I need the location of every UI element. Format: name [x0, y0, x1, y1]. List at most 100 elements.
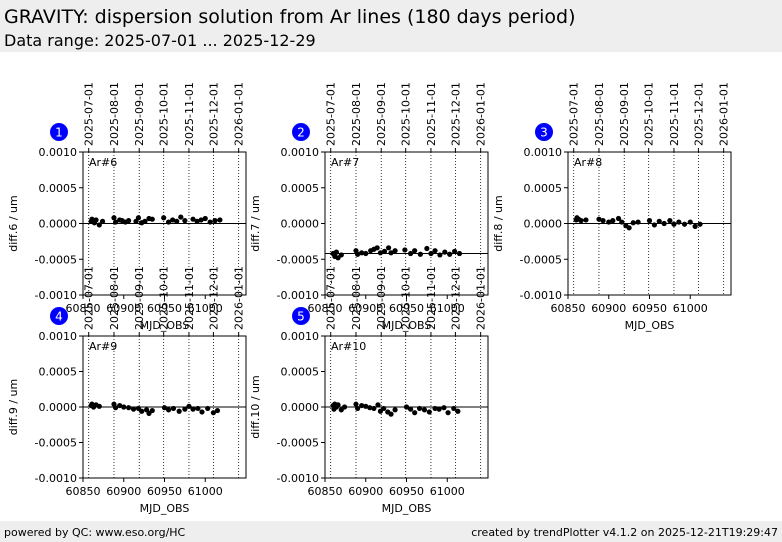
y-tick-label: -0.0010	[35, 472, 77, 485]
y-tick-label: -0.0005	[35, 437, 77, 450]
panel-number-badge	[535, 123, 553, 141]
data-range-subtitle: Data range: 2025-07-01 ... 2025-12-29	[4, 31, 316, 50]
data-point	[377, 250, 384, 256]
data-point	[149, 216, 155, 222]
x-axis-label: MJD_OBS	[382, 319, 432, 332]
y-tick-label: -0.0010	[277, 289, 319, 302]
data-point	[111, 215, 117, 221]
data-point	[174, 218, 180, 224]
data-point	[416, 405, 423, 412]
data-point	[195, 405, 201, 412]
data-point	[681, 221, 688, 227]
data-point	[161, 405, 168, 411]
x-tick-label: 60950	[147, 485, 182, 498]
date-tick-label: 2025-09-01	[375, 82, 388, 146]
data-point	[432, 405, 438, 412]
date-tick-label: 2025-10-01	[643, 82, 656, 146]
data-point	[667, 218, 673, 224]
data-point	[403, 404, 410, 410]
data-point	[615, 215, 622, 222]
y-axis-label: diff.10 / um	[249, 375, 262, 439]
data-point	[165, 407, 172, 413]
data-point	[214, 407, 221, 414]
data-point	[407, 250, 414, 257]
data-point	[121, 404, 127, 410]
date-tick-label: 2025-10-01	[400, 266, 413, 330]
data-point	[96, 222, 102, 228]
data-point	[182, 218, 188, 224]
data-point	[359, 402, 365, 409]
data-point	[456, 250, 463, 257]
y-tick-label: 0.0005	[281, 182, 320, 195]
data-point	[447, 251, 453, 257]
series-label: Ar#9	[89, 340, 117, 353]
data-point	[217, 217, 223, 223]
y-tick-label: -0.0010	[35, 289, 77, 302]
panel-number: 1	[55, 126, 63, 140]
panel-number-badge	[292, 307, 310, 325]
data-point	[651, 222, 657, 228]
data-point	[335, 402, 341, 408]
y-tick-label: -0.0005	[277, 437, 319, 450]
y-tick-label: 0.0000	[281, 218, 320, 231]
data-point	[341, 404, 348, 410]
date-tick-label: 2025-10-01	[400, 82, 413, 146]
x-tick-label: 61000	[430, 485, 465, 498]
y-tick-label: 0.0010	[524, 146, 563, 159]
data-point	[165, 219, 172, 225]
data-point	[363, 250, 369, 257]
x-tick-label: 60950	[389, 302, 424, 315]
y-tick-label: 0.0010	[39, 146, 78, 159]
x-tick-label: 61000	[188, 485, 223, 498]
data-point	[445, 410, 451, 416]
date-tick-label: 2025-09-01	[375, 266, 388, 330]
date-tick-label: 2025-10-01	[158, 266, 171, 330]
y-tick-label: 0.0005	[281, 366, 320, 379]
data-point	[371, 405, 377, 412]
data-point	[142, 218, 148, 224]
x-tick-label: 60900	[106, 485, 141, 498]
x-tick-label: 60850	[308, 485, 343, 498]
data-point	[205, 405, 211, 412]
data-point	[388, 250, 394, 256]
data-point	[374, 245, 380, 251]
y-tick-label: 0.0005	[39, 366, 78, 379]
y-tick-label: -0.0005	[35, 253, 77, 266]
data-point	[635, 219, 641, 225]
y-tick-label: 0.0010	[39, 330, 78, 343]
y-axis-label: diff.9 / um	[7, 379, 20, 436]
data-point	[412, 410, 418, 416]
y-tick-label: -0.0010	[277, 472, 319, 485]
data-point	[578, 218, 584, 224]
data-point	[381, 248, 388, 254]
date-tick-label: 2025-12-01	[692, 82, 705, 146]
x-axis-label: MJD_OBS	[382, 502, 432, 515]
data-point	[392, 248, 398, 254]
date-tick-label: 2025-10-01	[158, 82, 171, 146]
data-point	[392, 407, 398, 413]
data-point	[455, 408, 461, 414]
data-point	[202, 215, 208, 222]
data-point	[210, 410, 216, 416]
data-point	[596, 216, 602, 222]
x-tick-label: 60850	[308, 302, 343, 315]
data-point	[99, 218, 106, 224]
panel-number-badge	[292, 123, 310, 141]
x-tick-label: 60950	[632, 302, 667, 315]
y-axis-label: diff.6 / um	[7, 195, 20, 252]
footer-powered-by: powered by QC: www.eso.org/HC	[4, 526, 186, 539]
data-point	[671, 221, 677, 227]
x-tick-label: 60900	[348, 302, 383, 315]
data-point	[126, 405, 132, 411]
data-point	[355, 251, 361, 257]
data-point	[182, 406, 188, 412]
data-point	[606, 219, 612, 225]
x-tick-label: 61000	[188, 302, 223, 315]
data-point	[96, 403, 102, 409]
y-tick-label: 0.0010	[281, 146, 320, 159]
date-tick-label: 2025-09-01	[133, 82, 146, 146]
panel-number: 4	[55, 310, 63, 324]
